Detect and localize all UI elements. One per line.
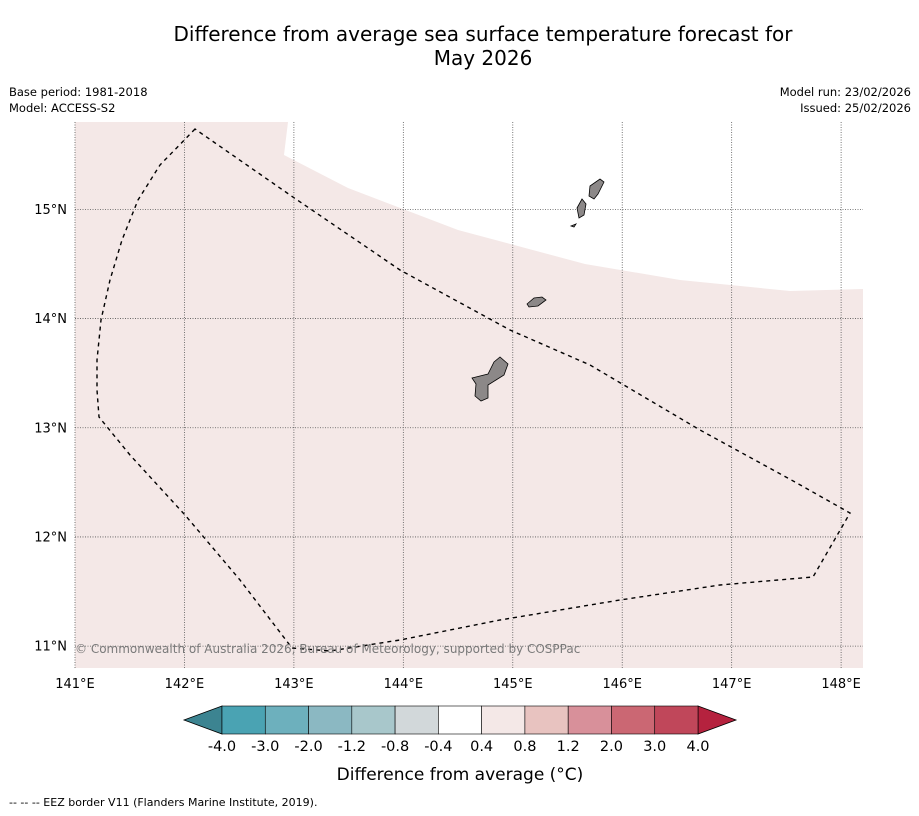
lat-tick-label: 13°N	[34, 421, 67, 436]
colorbar	[182, 705, 738, 735]
copyright-text: © Commonwealth of Australia 2026, Bureau…	[75, 642, 580, 656]
aguijan-island	[569, 223, 578, 228]
eez-border	[96, 128, 851, 652]
colorbar-tick-labels: -4.0 -3.0 -2.0 -1.2 -0.8 -0.4 0.4 0.8 1.2 2.0 3.0 4…	[208, 739, 710, 755]
colorbar-segment	[308, 705, 353, 735]
issued-label: Issued: 25/02/2026	[800, 101, 911, 115]
colorbar-tick-label: -4.0	[208, 739, 236, 755]
lon-tick-label: 146°E	[602, 677, 642, 692]
lon-tick-label: 144°E	[384, 677, 424, 692]
lon-tick-label: 148°E	[821, 677, 861, 692]
guam-island	[471, 356, 509, 402]
model-label: Model: ACCESS-S2	[9, 101, 116, 115]
lon-tick-label: 142°E	[165, 677, 205, 692]
lat-tick-labels: 15°N 14°N 13°N 12°N 11°N	[34, 203, 67, 655]
colorbar-tick-label: -2.0	[294, 739, 322, 755]
saipan-island	[588, 178, 605, 200]
chart-title-line1: Difference from average sea surface temp…	[173, 22, 793, 46]
anomaly-fill-area	[75, 122, 863, 668]
lat-tick-label: 12°N	[34, 530, 67, 545]
chart-title-line2: May 2026	[433, 46, 533, 70]
colorbar-segment	[394, 705, 439, 735]
colorbar-tick-label: 0.4	[470, 739, 493, 755]
colorbar-segment	[611, 705, 656, 735]
colorbar-tick-label: 4.0	[686, 739, 709, 755]
colorbar-under-arrow	[182, 705, 223, 735]
colorbar-segment	[481, 705, 526, 735]
lat-tick-label: 15°N	[34, 203, 67, 218]
lon-tick-label: 143°E	[274, 677, 314, 692]
lat-tick-label: 14°N	[34, 312, 67, 327]
colorbar-segment	[524, 705, 569, 735]
lon-tick-labels: 141°E 142°E 143°E 144°E 145°E 146°E 147°E 148°E	[55, 677, 861, 692]
colorbar-segment	[654, 705, 699, 735]
lon-tick-label: 145°E	[493, 677, 533, 692]
lon-tick-label: 147°E	[712, 677, 752, 692]
eez-legend: -- -- -- EEZ border V11 (Flanders Marine…	[9, 796, 318, 809]
colorbar-label: Difference from average (°C)	[337, 765, 584, 785]
colorbar-segment	[221, 705, 266, 735]
colorbar-tick-label: -0.8	[381, 739, 409, 755]
colorbar-tick-label: 0.8	[513, 739, 536, 755]
colorbar-tick-label: 2.0	[600, 739, 623, 755]
meta-left: Base period: 1981-2018 Model: ACCESS-S2	[9, 84, 148, 116]
rota-island	[526, 296, 547, 308]
colorbar-tick-label: -3.0	[251, 739, 279, 755]
colorbar-over-arrow	[697, 705, 738, 735]
lon-tick-label: 141°E	[55, 677, 95, 692]
colorbar-tick-label: 1.2	[557, 739, 580, 755]
colorbar-segment	[567, 705, 612, 735]
colorbar-segment	[438, 705, 482, 735]
model-run-label: Model run: 23/02/2026	[779, 85, 911, 99]
gridlines	[74, 122, 863, 668]
colorbar-tick-label: -1.2	[338, 739, 366, 755]
base-period-label: Base period: 1981-2018	[9, 85, 148, 99]
tinian-island	[576, 198, 587, 219]
colorbar-tick-label: -0.4	[424, 739, 452, 755]
colorbar-segment	[351, 705, 396, 735]
meta-right: Model run: 23/02/2026 Issued: 25/02/2026	[780, 84, 911, 116]
chart-title: Difference from average sea surface temp…	[0, 22, 919, 70]
lat-tick-label: 11°N	[34, 640, 67, 655]
colorbar-segment	[264, 705, 309, 735]
colorbar-tick-label: 3.0	[643, 739, 666, 755]
